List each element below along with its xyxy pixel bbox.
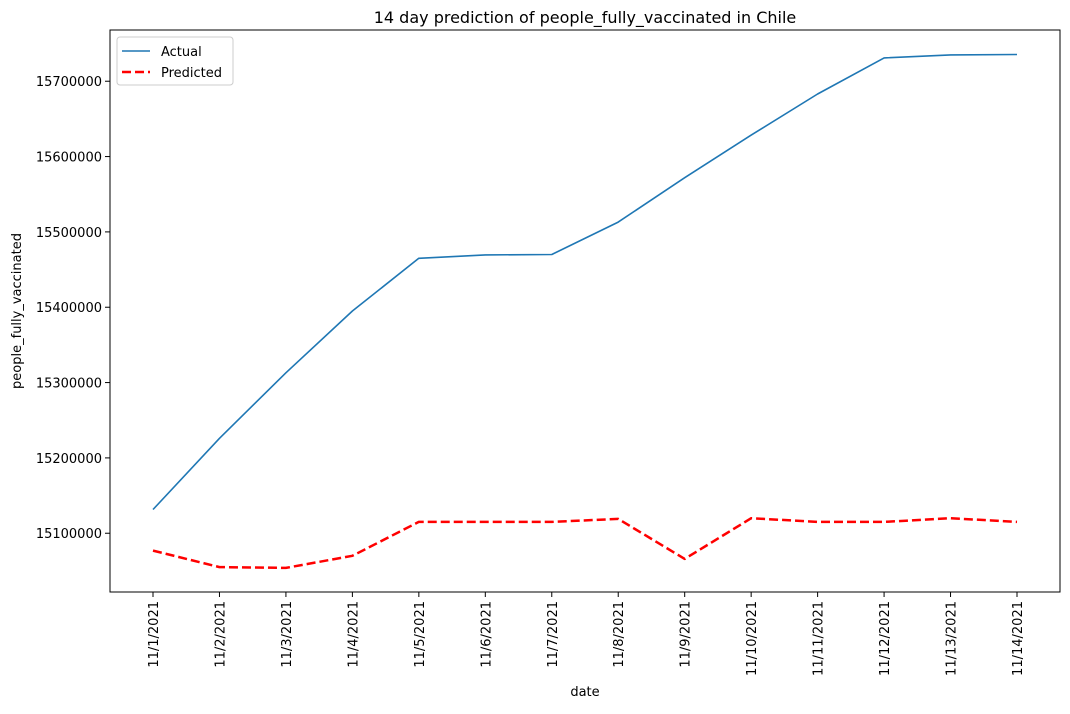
data-point-actual [418,257,420,259]
x-tick-label: 11/9/2021 [679,601,694,668]
data-point-predicted [418,521,420,523]
data-point-actual [817,93,819,95]
plot-area [109,29,1061,593]
data-point-actual [219,438,221,440]
x-tick-label: 11/11/2021 [812,601,827,676]
series-layer [152,53,1018,570]
x-tick-label: 11/12/2021 [878,601,893,676]
y-tick-label: 15400000 [36,301,102,316]
data-point-actual [285,372,287,374]
x-tick-label: 11/13/2021 [945,601,960,676]
x-tick-label: 11/7/2021 [546,601,561,668]
y-tick-label: 15200000 [36,452,102,467]
x-tick-label: 11/5/2021 [413,601,428,668]
data-point-predicted [617,518,619,520]
legend-label-actual: Actual [161,45,202,60]
x-tick-label: 11/6/2021 [479,601,494,668]
data-point-actual [551,254,553,256]
x-axis: 11/1/2021 11/2/2021 11/3/2021 11/4/2021 11/5… [147,592,1026,676]
data-point-predicted [352,555,354,557]
data-point-actual [485,254,487,256]
y-tick-label: 15300000 [36,377,102,392]
data-point-predicted [285,567,287,569]
data-point-predicted [950,517,952,519]
data-point-predicted [883,521,885,523]
series-line-actual [152,53,1018,511]
data-point-actual [152,509,154,511]
x-axis-label: date [570,685,599,700]
data-point-actual [1016,54,1018,56]
data-point-predicted [817,521,819,523]
y-tick-label: 15100000 [36,527,102,542]
chart-title: 14 day prediction of people_fully_vaccin… [374,8,797,28]
data-point-actual [883,57,885,59]
x-tick-label: 11/2/2021 [213,601,228,668]
data-point-predicted [551,521,553,523]
data-point-predicted [152,550,154,552]
data-point-actual [950,54,952,56]
y-tick-label: 15700000 [36,75,102,90]
data-point-predicted [750,517,752,519]
x-tick-label: 11/14/2021 [1011,601,1026,676]
data-point-actual [684,177,686,179]
y-axis: 15100000 15200000 15300000 15400000 15500000… [36,75,110,542]
series-line-predicted [152,516,1018,570]
data-point-predicted [219,566,221,568]
x-tick-label: 11/4/2021 [346,601,361,668]
y-axis-label: people_fully_vaccinated [10,233,25,389]
data-point-actual [617,221,619,223]
x-tick-label: 11/10/2021 [745,601,760,676]
y-tick-label: 15500000 [36,226,102,241]
data-point-predicted [485,521,487,523]
x-tick-label: 11/1/2021 [147,601,162,668]
data-point-predicted [1016,521,1018,523]
legend-box [116,36,234,86]
data-point-predicted [684,558,686,560]
data-point-actual [750,134,752,136]
y-tick-label: 15600000 [36,151,102,166]
legend: Actual Predicted [116,36,234,86]
data-point-actual [352,310,354,312]
legend-label-predicted: Predicted [161,66,222,81]
x-tick-label: 11/8/2021 [612,601,627,668]
x-tick-label: 11/3/2021 [280,601,295,668]
